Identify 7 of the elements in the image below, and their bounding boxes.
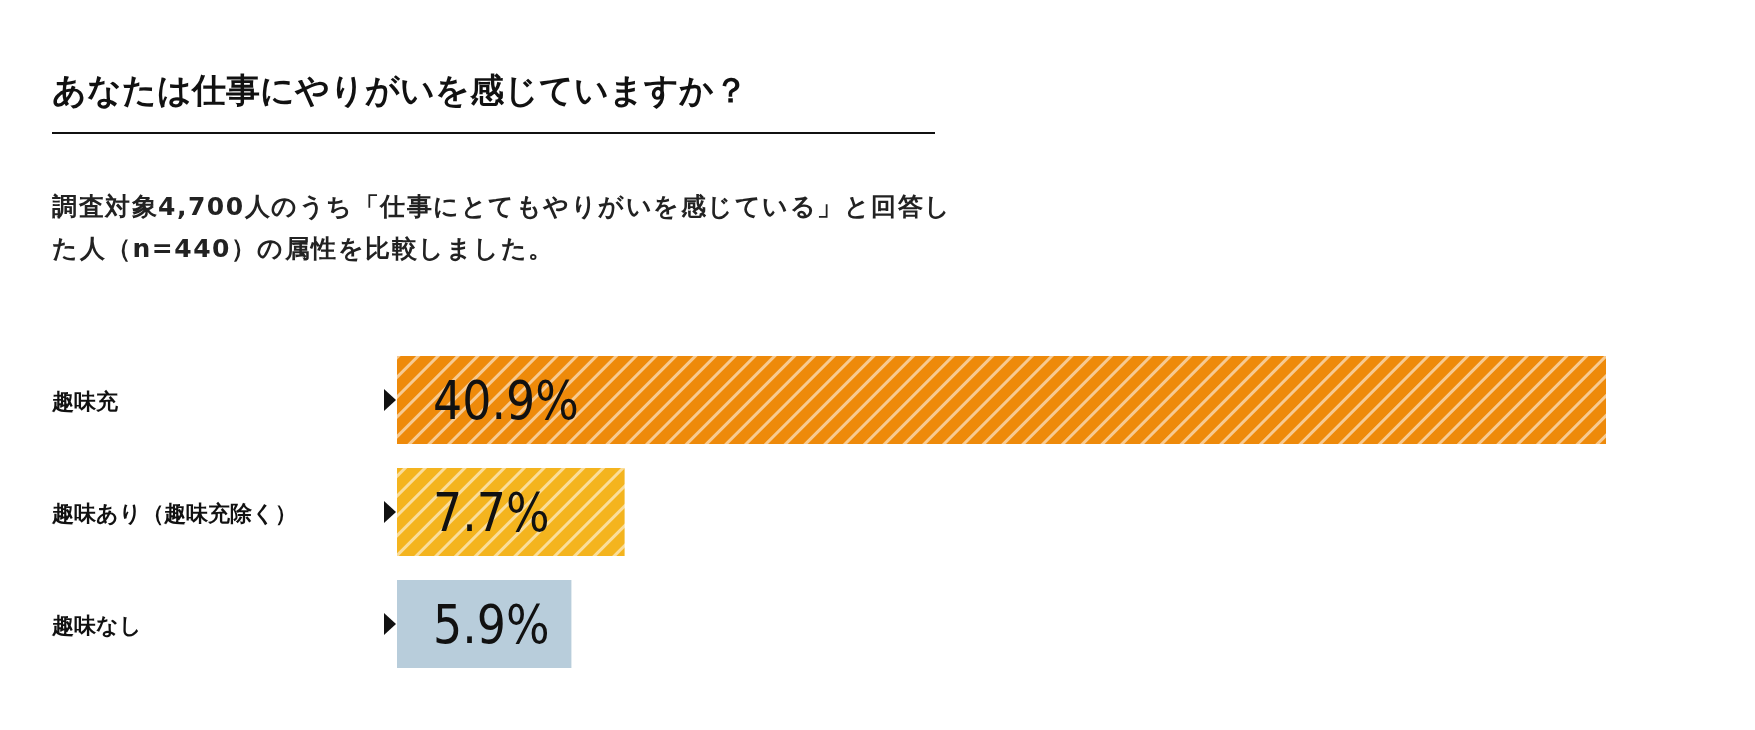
y-tick-label: 趣味なし [51, 613, 142, 638]
chart-title: あなたは仕事にやりがいを感じていますか？ [52, 70, 748, 110]
data-label: 7.7% [433, 480, 550, 544]
y-tick-label: 趣味あり（趣味充除く） [51, 501, 297, 526]
chart-subtitle: 調査対象4,700人のうち「仕事にとてもやりがいを感じている」と回答した人（n=440）の属性を比較しました。 [52, 192, 952, 263]
y-tick-label: 趣味充 [51, 389, 119, 414]
data-label: 5.9% [433, 592, 550, 656]
